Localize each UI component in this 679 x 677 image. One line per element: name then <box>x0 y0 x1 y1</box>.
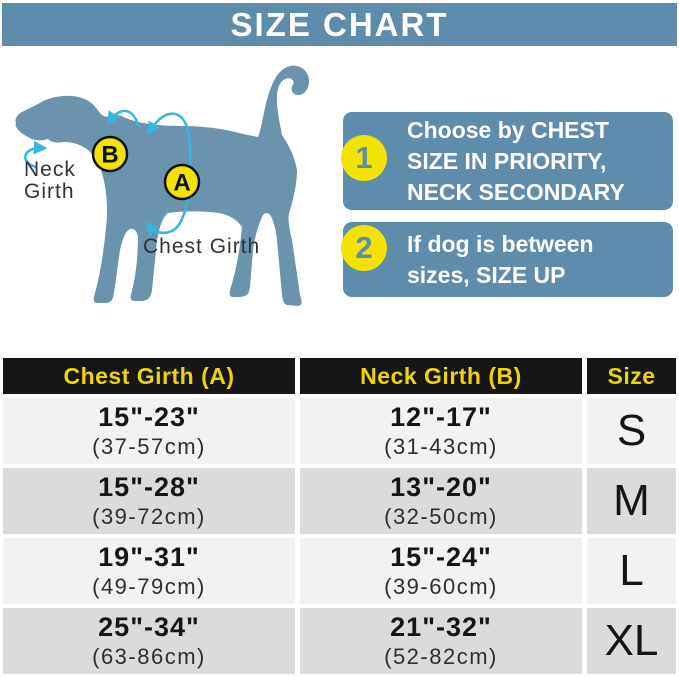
chest-girth-label: Chest Girth <box>143 235 260 258</box>
neck-girth-label-line2: Girth <box>24 180 75 203</box>
page-title: SIZE CHART <box>230 5 449 43</box>
marker-letter-b: B <box>101 142 118 169</box>
size-table: Chest Girth (A) Neck Girth (B) Size 15"-… <box>3 358 676 674</box>
table-cell-chest-xl: 25"-34" (63-86cm) <box>3 608 295 674</box>
instruction-2-number-badge: 2 <box>341 225 387 271</box>
table-cell-neck-m: 13"-20" (32-50cm) <box>300 468 582 534</box>
table-cell-size-l: L <box>587 538 676 604</box>
instruction-1-number-badge: 1 <box>341 135 387 181</box>
table-cell-neck-xl: 21"-32" (52-82cm) <box>300 608 582 674</box>
instruction-1-text: Choose by CHEST SIZE IN PRIORITY, NECK S… <box>407 116 625 205</box>
dog-silhouette <box>15 65 310 306</box>
column-header-size: Size <box>587 358 676 394</box>
table-cell-size-s: S <box>587 398 676 464</box>
neck-girth-arrow <box>24 140 48 169</box>
table-cell-neck-l: 15"-24" (39-60cm) <box>300 538 582 604</box>
neck-girth-label-line1: Neck <box>24 158 76 181</box>
marker-circle-b <box>91 135 129 173</box>
title-bar: SIZE CHART <box>2 3 677 46</box>
dog-measurement-illustration: B A Neck Girth Chest Girth <box>15 65 310 306</box>
table-cell-size-m: M <box>587 468 676 534</box>
marker-circle-a <box>163 163 201 201</box>
instruction-2: 2 If dog is between sizes, SIZE UP <box>341 222 673 297</box>
table-cell-size-xl: XL <box>587 608 676 674</box>
withers-arrow <box>107 109 140 127</box>
column-header-neck-girth: Neck Girth (B) <box>300 358 582 394</box>
table-cell-chest-m: 15"-28" (39-72cm) <box>3 468 295 534</box>
instruction-1: 1 Choose by CHEST SIZE IN PRIORITY, NECK… <box>341 112 673 210</box>
marker-letter-a: A <box>173 170 190 197</box>
instruction-2-text: If dog is between sizes, SIZE UP <box>407 230 594 288</box>
table-cell-chest-s: 15"-23" (37-57cm) <box>3 398 295 464</box>
column-header-chest-girth: Chest Girth (A) <box>3 358 295 394</box>
table-cell-neck-s: 12"-17" (31-43cm) <box>300 398 582 464</box>
table-cell-chest-l: 19"-31" (49-79cm) <box>3 538 295 604</box>
